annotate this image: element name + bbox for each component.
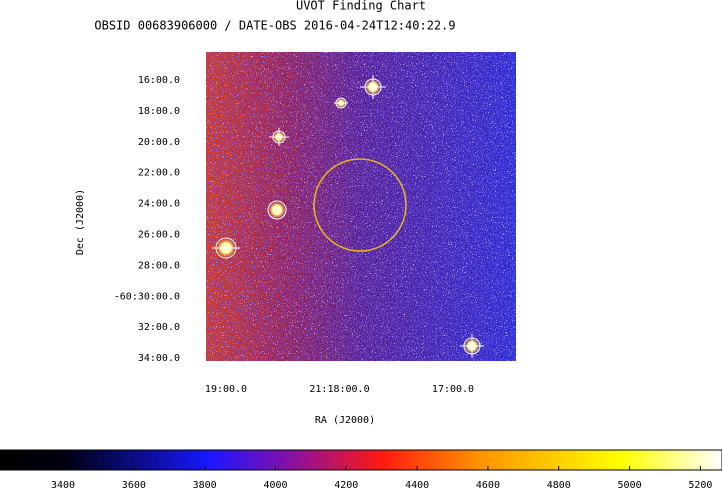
colorbar-tick-label: 5000 [618, 480, 642, 489]
x-tick-label: 21:18:00.0 [309, 384, 369, 395]
chart-title: UVOT Finding Chart [296, 0, 426, 13]
colorbar-tick-label: 3400 [51, 480, 75, 489]
y-axis-label: Dec (J2000) [75, 189, 86, 255]
colorbar-tick-label: 3800 [193, 480, 217, 489]
y-tick-label: 28:00.0 [138, 260, 180, 271]
colorbar [0, 449, 722, 471]
x-axis-label: RA (J2000) [315, 415, 375, 426]
x-tick-label: 17:00.0 [432, 384, 474, 395]
chart-subtitle: OBSID 00683906000 / DATE-OBS 2016-04-24T… [94, 19, 455, 33]
colorbar-tick-label: 5200 [688, 480, 712, 489]
colorbar-tick-label: 4200 [334, 480, 358, 489]
y-tick-label: 24:00.0 [138, 199, 180, 210]
y-tick-label: -60:30:00.0 [114, 291, 180, 302]
colorbar-tick-label: 4400 [405, 480, 429, 489]
colorbar-tick-label: 4600 [476, 480, 500, 489]
y-tick-label: 16:00.0 [138, 75, 180, 86]
y-tick-label: 26:00.0 [138, 230, 180, 241]
y-tick-label: 22:00.0 [138, 168, 180, 179]
sky-image [206, 52, 516, 361]
y-tick-label: 32:00.0 [138, 322, 180, 333]
x-tick-label: 19:00.0 [205, 384, 247, 395]
colorbar-tick-label: 4000 [263, 480, 287, 489]
y-tick-label: 34:00.0 [138, 353, 180, 364]
y-tick-label: 20:00.0 [138, 137, 180, 148]
colorbar-tick-label: 4800 [547, 480, 571, 489]
y-tick-label: 18:00.0 [138, 106, 180, 117]
colorbar-tick-label: 3600 [122, 480, 146, 489]
